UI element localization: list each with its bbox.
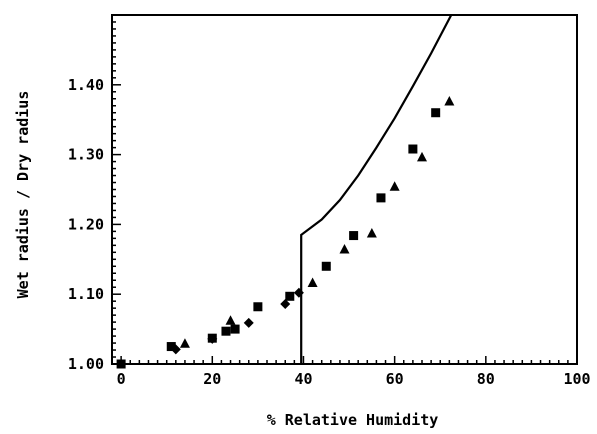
model-curve bbox=[300, 15, 453, 364]
square-marker bbox=[431, 108, 441, 118]
triangle-marker bbox=[307, 277, 318, 288]
square-marker bbox=[221, 326, 231, 336]
diamond-marker bbox=[170, 344, 181, 355]
triangle-marker bbox=[389, 181, 400, 191]
x-tick-label: 80 bbox=[477, 370, 495, 388]
y-tick-label: 1.10 bbox=[68, 285, 104, 303]
square-marker bbox=[376, 193, 386, 203]
y-tick-label: 1.00 bbox=[68, 355, 104, 373]
square-marker bbox=[321, 261, 331, 271]
square-marker bbox=[349, 231, 359, 241]
axis-ticks: 0 20 40 60 80 100 1.00 1.10 1.20 1.30 1.40 bbox=[68, 14, 591, 388]
diamond-marker bbox=[243, 317, 254, 328]
y-tick-label: 1.40 bbox=[68, 76, 104, 94]
x-tick-label: 100 bbox=[563, 370, 590, 388]
x-tick-label: 60 bbox=[386, 370, 404, 388]
square-marker bbox=[166, 342, 176, 352]
x-tick-label: 20 bbox=[203, 370, 221, 388]
triangle-marker bbox=[366, 227, 377, 238]
y-tick-label: 1.20 bbox=[68, 215, 104, 233]
y-axis-title: Wet radius / Dry radius bbox=[14, 91, 32, 299]
x-axis-title: % Relative Humidity bbox=[267, 411, 439, 429]
diamond-marker bbox=[280, 298, 291, 309]
triangle-marker bbox=[339, 244, 350, 254]
square-marker bbox=[285, 291, 295, 301]
x-tick-label: 0 bbox=[117, 370, 126, 388]
square-marker bbox=[408, 144, 418, 154]
triangle-marker bbox=[225, 315, 236, 325]
triangle-marker bbox=[179, 338, 190, 348]
square-marker bbox=[253, 302, 263, 312]
diamond-marker bbox=[207, 333, 218, 344]
square-marker bbox=[230, 324, 240, 334]
plot-frame bbox=[111, 14, 578, 365]
x-tick-label: 40 bbox=[294, 370, 312, 388]
triangle-marker bbox=[444, 96, 455, 106]
triangle-marker bbox=[417, 151, 427, 162]
diamond-marker bbox=[293, 287, 304, 298]
y-tick-label: 1.30 bbox=[68, 146, 104, 164]
plot-marks bbox=[116, 15, 455, 369]
